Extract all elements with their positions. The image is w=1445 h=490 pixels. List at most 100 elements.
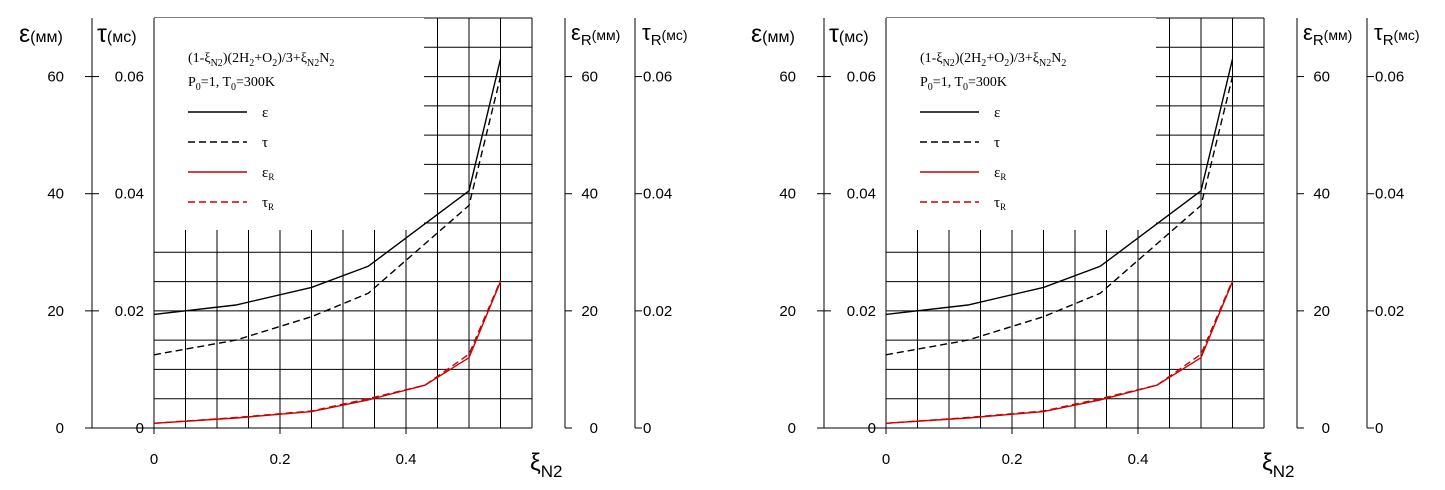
symbol: τ — [994, 195, 1000, 211]
epsR-tick-label: 0 — [590, 420, 598, 437]
epsR-tick-label: 60 — [1313, 69, 1330, 86]
unit: (мс) — [839, 29, 869, 46]
text-part: )(2H — [223, 51, 249, 66]
eps-tick-label: 20 — [47, 303, 64, 320]
symbol: ε — [994, 165, 1000, 181]
label-main: ξ — [1262, 449, 1273, 476]
x-axis-title: ξN2 — [1262, 449, 1294, 481]
symbol: τ — [97, 20, 107, 48]
x-tick-label: 0 — [882, 451, 890, 468]
legend-label: τ — [262, 135, 268, 151]
symbol: ε — [262, 165, 268, 181]
text-part: (1-ξ — [920, 51, 943, 66]
x-axis-title: ξN2 — [530, 449, 562, 481]
tau-tick-label: 0.06 — [847, 69, 876, 86]
series-line-τ — [885, 76, 1234, 356]
series-line-τR — [153, 280, 502, 424]
initial-conditions: P0=1, T0=300K — [188, 75, 275, 93]
unit: (мм) — [762, 29, 795, 46]
label-sub: N2 — [541, 462, 563, 481]
tauR-tick-label: 0.02 — [1375, 303, 1404, 320]
subscript: 0 — [928, 82, 933, 93]
text-part: )/3+ξ — [277, 51, 307, 66]
subscript: R — [1000, 172, 1006, 182]
x-tick-label: 0.4 — [1128, 451, 1149, 468]
subscript: 0 — [963, 82, 968, 93]
symbol: τ — [642, 20, 651, 45]
tau-tick-label: 0.02 — [115, 303, 144, 320]
subscript: R — [1383, 32, 1394, 49]
text-part: (1-ξ — [188, 51, 211, 66]
eps-tick-label: 20 — [779, 303, 796, 320]
subscript: R — [651, 32, 662, 49]
tau-tick-label: 0 — [136, 420, 144, 437]
tauR-tick-label: 0.06 — [1375, 69, 1404, 86]
symbol: τ — [829, 20, 839, 48]
mixture-formula: (1-ξN2)(2H2+O2)/3+ξN2N2 — [920, 51, 1066, 69]
series-line-τ — [153, 76, 502, 356]
subscript: 2 — [1004, 58, 1009, 69]
subscript: 2 — [1061, 58, 1066, 69]
tauR-tick-label: 0.04 — [643, 186, 672, 203]
unit: (мм) — [592, 27, 621, 43]
epsR-tick-label: 40 — [1313, 186, 1330, 203]
series-line-εR — [153, 281, 502, 424]
epsR-axis-title: εR(мм) — [571, 20, 620, 49]
x-tick-label: 0.2 — [1002, 451, 1023, 468]
axes — [91, 18, 636, 429]
legend-label: εR — [994, 165, 1006, 182]
symbol: ε — [1303, 20, 1313, 45]
subscript: 2 — [981, 58, 986, 69]
eps-tick-label: 60 — [47, 69, 64, 86]
legend-box — [154, 18, 424, 230]
tau-tick-label: 0.06 — [115, 69, 144, 86]
tau-tick-label: 0 — [868, 420, 876, 437]
epsR-axis-title: εR(мм) — [1303, 20, 1352, 49]
epsR-tick-label: 0 — [1322, 420, 1330, 437]
text-part: N — [319, 51, 329, 66]
axes — [823, 18, 1368, 429]
mixture-formula: (1-ξN2)(2H2+O2)/3+ξN2N2 — [188, 51, 334, 69]
legend-label: εR — [262, 165, 274, 182]
tau-tick-label: 0.02 — [847, 303, 876, 320]
tauR-axis-title: τR(мс) — [642, 20, 688, 49]
subscript: R — [1313, 32, 1324, 49]
label-main: ξ — [530, 449, 541, 476]
legend-label: τ — [994, 135, 1000, 151]
subscript: 0 — [231, 82, 236, 93]
x-tick-label: 0.2 — [270, 451, 291, 468]
text-part: =300K — [968, 75, 1007, 90]
epsR-tick-label: 40 — [581, 186, 598, 203]
symbol: ε — [19, 20, 30, 48]
subscript: 0 — [196, 82, 201, 93]
legend-box — [886, 18, 1156, 230]
text-part: )/3+ξ — [1009, 51, 1039, 66]
subscript: R — [581, 32, 592, 49]
epsR-tick-label: 20 — [1313, 303, 1330, 320]
text-part: =1, T — [933, 75, 964, 90]
unit: (мм) — [30, 29, 63, 46]
epsR-tick-label: 60 — [581, 69, 598, 86]
subscript: N2 — [1039, 58, 1051, 69]
series-line-εR — [885, 281, 1234, 424]
subscript: R — [268, 172, 274, 182]
text-part: =1, T — [201, 75, 232, 90]
legend-label: ε — [994, 105, 1000, 121]
text-part: =300K — [236, 75, 275, 90]
unit: (мс) — [662, 27, 688, 43]
legend-label: ε — [262, 105, 268, 121]
subscript: N2 — [943, 58, 955, 69]
subscript: 2 — [272, 58, 277, 69]
symbol: τ — [262, 195, 268, 211]
unit: (мс) — [107, 29, 137, 46]
legend-label: τR — [262, 195, 274, 212]
symbol: τ — [1374, 20, 1383, 45]
text-part: +O — [254, 51, 272, 66]
legend-label: τR — [994, 195, 1006, 212]
series-line-ε — [153, 58, 502, 316]
tau-tick-label: 0.04 — [847, 186, 876, 203]
